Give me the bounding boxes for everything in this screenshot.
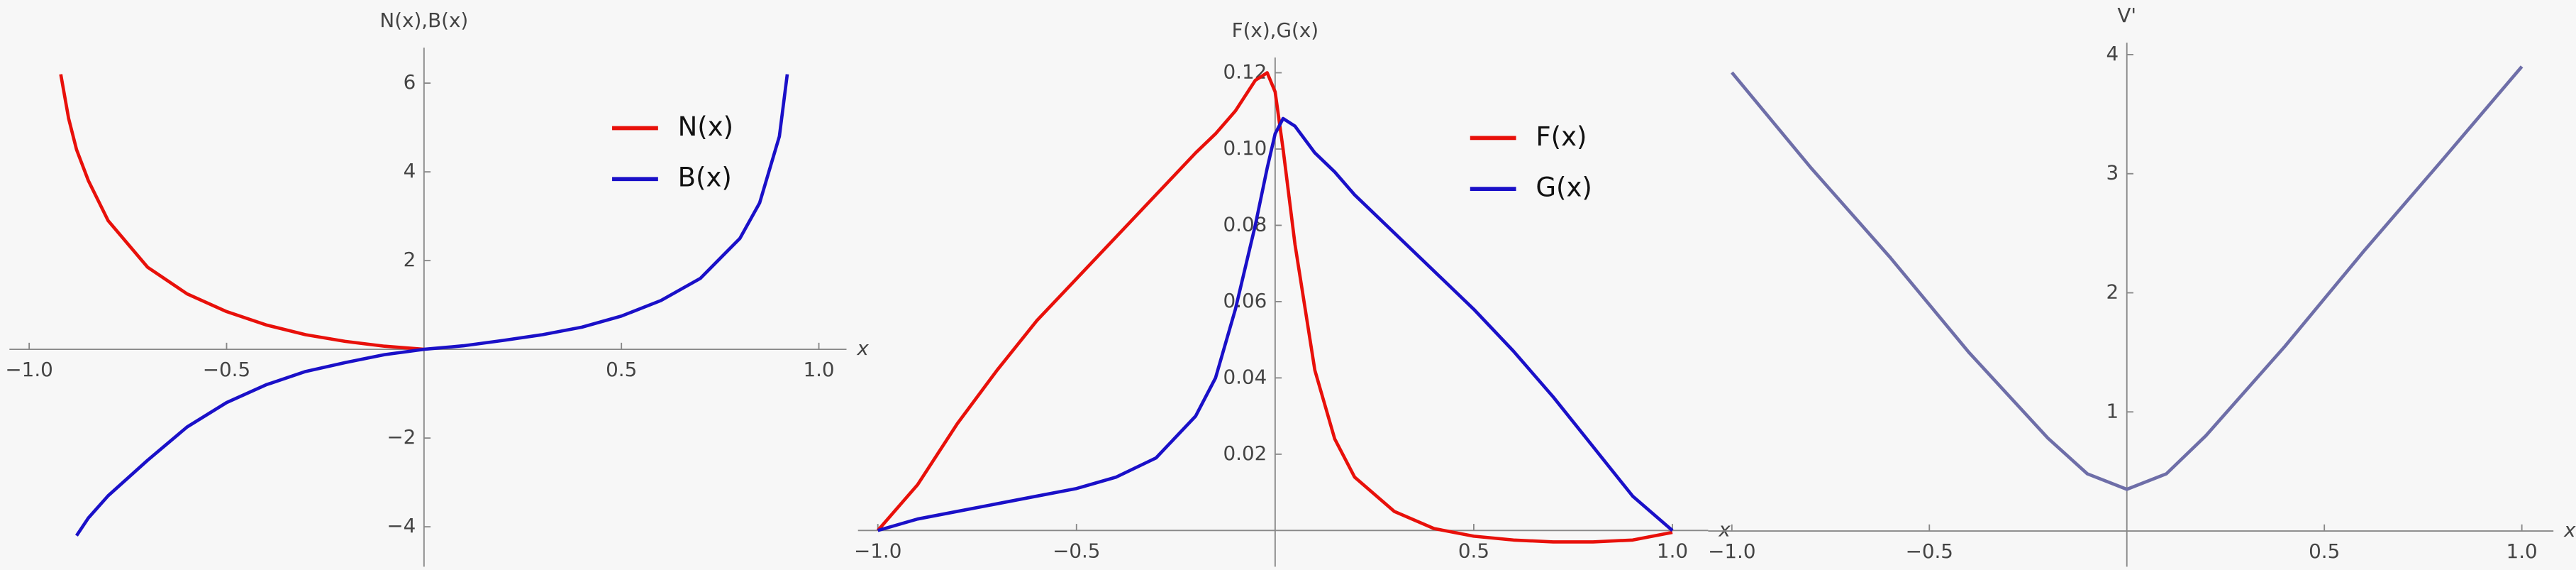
- y-tick-label: 2: [2106, 280, 2119, 303]
- y-tick-label: 1: [2106, 399, 2119, 422]
- x-tick-label: −1.0: [5, 358, 52, 381]
- y-axis-label: V': [2117, 4, 2136, 27]
- y-tick-label: 0.06: [1223, 289, 1267, 312]
- x-tick-label: 0.5: [2309, 539, 2340, 563]
- legend-label: G(x): [1536, 172, 1592, 203]
- legend-label: B(x): [678, 163, 732, 193]
- line-series: [75, 74, 789, 537]
- y-tick-label: 3: [2106, 161, 2119, 185]
- y-tick-label: 0.12: [1223, 60, 1267, 83]
- line-series: [1731, 65, 2524, 491]
- y-tick-label: −2: [387, 425, 416, 449]
- x-tick-label: 0.5: [606, 358, 637, 381]
- x-tick-label: −0.5: [1906, 539, 1953, 563]
- y-tick-label: 2: [404, 248, 416, 271]
- x-tick-label: 1.0: [2506, 539, 2538, 563]
- y-tick-label: 0.02: [1223, 442, 1267, 465]
- x-tick-label: −1.0: [1708, 539, 1755, 563]
- x-tick-label: 1.0: [1657, 539, 1688, 562]
- legend-label: F(x): [1536, 121, 1587, 152]
- y-tick-label: 6: [404, 70, 416, 94]
- x-axis-label: x: [1718, 517, 1731, 541]
- legend-label: N(x): [678, 111, 733, 142]
- y-tick-label: 0.04: [1223, 365, 1267, 388]
- y-tick-label: −4: [387, 514, 416, 537]
- line-series: [59, 74, 425, 351]
- x-tick-label: −0.5: [203, 358, 250, 381]
- y-tick-label: 0.08: [1223, 212, 1267, 236]
- x-tick-label: 0.5: [1458, 539, 1489, 562]
- x-tick-label: 1.0: [803, 358, 834, 381]
- line-series: [876, 71, 1673, 544]
- y-tick-label: 4: [404, 159, 416, 182]
- x-tick-label: −0.5: [1053, 539, 1100, 562]
- y-tick-label: 4: [2106, 42, 2119, 65]
- x-tick-label: −1.0: [854, 539, 901, 562]
- line-series: [877, 116, 1674, 532]
- x-axis-label: x: [856, 336, 869, 360]
- y-tick-label: 0.10: [1223, 136, 1267, 160]
- y-axis-label: F(x),G(x): [1232, 18, 1318, 42]
- y-axis-label: N(x),B(x): [379, 9, 468, 32]
- x-axis-label: x: [2563, 518, 2576, 542]
